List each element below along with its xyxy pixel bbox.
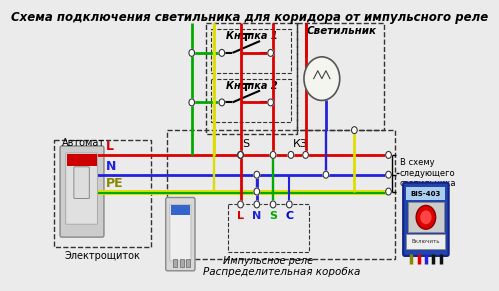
Circle shape: [386, 171, 391, 178]
Text: КЗ: КЗ: [292, 139, 307, 149]
Bar: [211, 29, 291, 73]
Circle shape: [219, 99, 225, 106]
Circle shape: [420, 210, 432, 224]
FancyBboxPatch shape: [408, 203, 444, 232]
Circle shape: [286, 201, 292, 208]
Text: L: L: [237, 211, 244, 221]
Text: Распределительная коробка: Распределительная коробка: [203, 267, 360, 277]
Circle shape: [219, 49, 225, 56]
Circle shape: [288, 151, 294, 158]
FancyBboxPatch shape: [186, 259, 190, 267]
FancyBboxPatch shape: [406, 187, 446, 200]
Circle shape: [386, 188, 391, 195]
Text: N: N: [252, 211, 261, 221]
Text: N: N: [106, 160, 116, 173]
Text: Кнопка 1: Кнопка 1: [226, 31, 278, 41]
FancyBboxPatch shape: [171, 205, 190, 215]
Text: S: S: [242, 139, 250, 149]
Circle shape: [254, 188, 259, 195]
Circle shape: [268, 49, 273, 56]
Circle shape: [268, 99, 273, 106]
Circle shape: [189, 49, 195, 56]
FancyBboxPatch shape: [66, 154, 97, 166]
Circle shape: [238, 151, 244, 158]
FancyBboxPatch shape: [170, 205, 191, 261]
Circle shape: [238, 151, 244, 158]
Circle shape: [304, 57, 340, 100]
Text: L: L: [106, 140, 114, 153]
Circle shape: [270, 201, 276, 208]
Bar: [206, 23, 296, 134]
Text: Кнопка 2: Кнопка 2: [226, 81, 278, 91]
Bar: [297, 23, 384, 130]
FancyBboxPatch shape: [180, 259, 184, 267]
FancyBboxPatch shape: [406, 234, 446, 249]
FancyBboxPatch shape: [74, 167, 89, 198]
Circle shape: [189, 99, 195, 106]
Text: S: S: [269, 211, 277, 221]
Text: PE: PE: [106, 177, 123, 189]
Text: Включить: Включить: [412, 239, 440, 244]
Text: Схема подключения светильника для коридора от импульсного реле: Схема подключения светильника для коридо…: [11, 11, 488, 24]
FancyBboxPatch shape: [66, 153, 97, 224]
Bar: [53, 140, 151, 247]
Text: BIS-403: BIS-403: [411, 191, 441, 196]
Circle shape: [386, 151, 391, 158]
Text: В схему
следующего
светильника: В схему следующего светильника: [400, 158, 457, 188]
Circle shape: [254, 201, 259, 208]
Text: Импульсное реле: Импульсное реле: [223, 256, 313, 266]
Circle shape: [303, 151, 308, 158]
FancyBboxPatch shape: [403, 183, 449, 256]
Bar: [228, 205, 309, 252]
FancyBboxPatch shape: [60, 146, 104, 237]
FancyBboxPatch shape: [173, 259, 177, 267]
Text: Светильник: Светильник: [306, 26, 376, 36]
Text: C: C: [285, 211, 293, 221]
Bar: [167, 130, 395, 259]
Bar: [211, 79, 291, 122]
Circle shape: [416, 205, 436, 229]
Circle shape: [270, 151, 276, 158]
Text: Автомат: Автомат: [62, 138, 105, 148]
FancyBboxPatch shape: [166, 198, 195, 271]
Circle shape: [323, 171, 329, 178]
Circle shape: [254, 171, 259, 178]
Text: Электрощиток: Электрощиток: [64, 251, 140, 261]
Circle shape: [351, 127, 357, 134]
Circle shape: [238, 201, 244, 208]
